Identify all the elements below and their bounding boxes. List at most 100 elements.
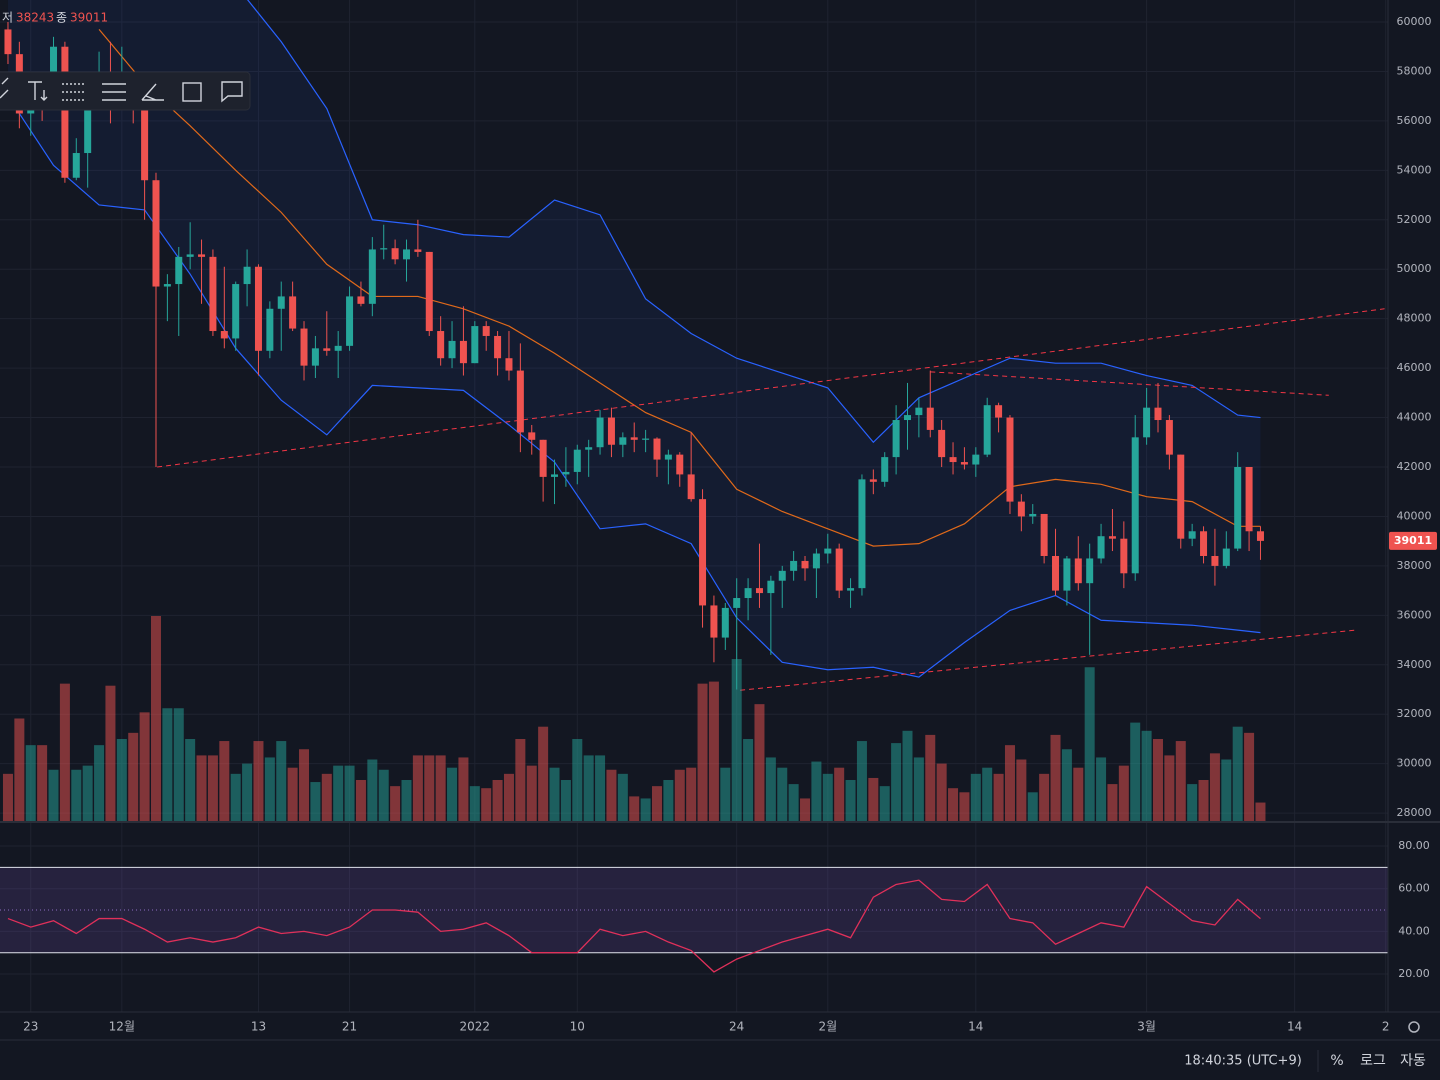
volume-bar xyxy=(902,730,913,821)
candle-body xyxy=(744,588,752,599)
candle-body xyxy=(892,420,900,458)
volume-bar xyxy=(1187,784,1198,821)
candle-body xyxy=(1177,454,1185,539)
candle-body xyxy=(1017,501,1025,517)
tool-comment[interactable] xyxy=(221,81,243,103)
y-tick-label: 54000 xyxy=(1397,163,1432,176)
volume-bar xyxy=(891,743,902,821)
volume-bar xyxy=(367,759,378,821)
volume-bar xyxy=(754,704,765,821)
volume-bar xyxy=(344,765,355,821)
candle-body xyxy=(858,479,866,589)
volume-bar xyxy=(1118,765,1129,821)
candle-body xyxy=(585,447,593,450)
tool-text[interactable] xyxy=(28,81,48,101)
y-tick-label: 56000 xyxy=(1397,114,1432,127)
percent-toggle[interactable]: % xyxy=(1330,1053,1343,1069)
y-tick-label: 40.00 xyxy=(1398,924,1430,937)
y-tick-label: 50000 xyxy=(1397,262,1432,275)
volume-bar xyxy=(94,745,105,821)
volume-bar xyxy=(1084,667,1095,821)
volume-bar xyxy=(811,761,822,821)
volume-bar xyxy=(697,683,708,821)
candle-body xyxy=(266,308,274,351)
candle-body xyxy=(1086,558,1094,584)
candle-body xyxy=(186,254,194,257)
candle-body xyxy=(220,331,228,339)
y-tick-label: 38000 xyxy=(1397,559,1432,572)
candle-body xyxy=(243,266,251,285)
gear-icon[interactable] xyxy=(1408,1021,1420,1033)
volume-bar xyxy=(936,763,947,821)
candle-body xyxy=(1120,538,1128,574)
volume-bar xyxy=(708,681,719,821)
rsi-pane xyxy=(0,866,1388,973)
volume-bar xyxy=(481,788,492,821)
candle-body xyxy=(801,560,809,569)
volume-bar xyxy=(14,718,25,821)
candle-body xyxy=(505,358,513,371)
candle-body xyxy=(1063,558,1071,591)
ohlc-low-label: 저 xyxy=(2,11,13,25)
tool-fib[interactable] xyxy=(62,83,86,101)
y-tick-label: 28000 xyxy=(1397,806,1432,819)
candle-body xyxy=(1245,466,1253,532)
volume-bar xyxy=(1221,759,1232,821)
candle-body xyxy=(676,454,684,475)
tool-brush[interactable] xyxy=(141,83,164,101)
y-tick-label: 46000 xyxy=(1397,361,1432,374)
volume-bar xyxy=(196,755,207,821)
volume-bar xyxy=(207,755,218,821)
volume-bar xyxy=(82,765,93,821)
log-toggle[interactable]: 로그 xyxy=(1360,1053,1386,1069)
candle-body xyxy=(141,108,149,181)
candle-body xyxy=(4,29,12,55)
candle-body xyxy=(1200,531,1208,556)
candle-body xyxy=(311,348,319,366)
volume-bar xyxy=(777,767,788,821)
volume-bar xyxy=(1050,734,1061,821)
tool-pattern[interactable] xyxy=(102,83,126,101)
x-tick-label: 14 xyxy=(968,1020,983,1034)
volume-bar xyxy=(1232,726,1243,821)
candle-body xyxy=(334,345,342,351)
auto-toggle[interactable]: 자동 xyxy=(1400,1053,1426,1069)
grid xyxy=(0,0,1388,1012)
candle-body xyxy=(482,326,490,336)
candle-body xyxy=(551,474,559,477)
candle-body xyxy=(152,180,160,287)
x-tick-label: 21 xyxy=(342,1020,357,1034)
volume-bar xyxy=(743,739,754,821)
candle-body xyxy=(687,474,695,500)
candle-body xyxy=(1074,558,1082,584)
volume-bar xyxy=(390,786,401,821)
volume-bar xyxy=(913,757,924,821)
volume-bar xyxy=(71,769,82,821)
candle-body xyxy=(1052,555,1060,591)
candle-body xyxy=(903,415,911,421)
settings-gear[interactable] xyxy=(1408,1021,1420,1033)
volume-bar xyxy=(447,767,458,821)
tool-icon[interactable] xyxy=(0,77,9,99)
candle-body xyxy=(346,296,354,346)
x-tick-label: 2월 xyxy=(818,1020,837,1034)
x-tick-label: 14 xyxy=(1287,1020,1302,1034)
candle-body xyxy=(778,570,786,581)
volume-bar xyxy=(1198,780,1209,821)
volume-bar xyxy=(1096,757,1107,821)
volume-bar xyxy=(185,739,196,821)
volume-bar xyxy=(230,773,241,821)
volume-bar xyxy=(299,749,310,821)
band-fill xyxy=(7,0,1261,678)
volume-bar xyxy=(116,739,127,821)
volume-bar xyxy=(1107,784,1118,821)
candle-body xyxy=(1256,531,1264,541)
tool-rect[interactable] xyxy=(182,82,202,102)
candle-body xyxy=(232,284,240,339)
candle-body xyxy=(1165,420,1173,455)
candle-body xyxy=(459,340,467,364)
y-tick-label: 34000 xyxy=(1397,658,1432,671)
y-tick-label: 40000 xyxy=(1397,509,1432,522)
candle-body xyxy=(1040,513,1048,556)
